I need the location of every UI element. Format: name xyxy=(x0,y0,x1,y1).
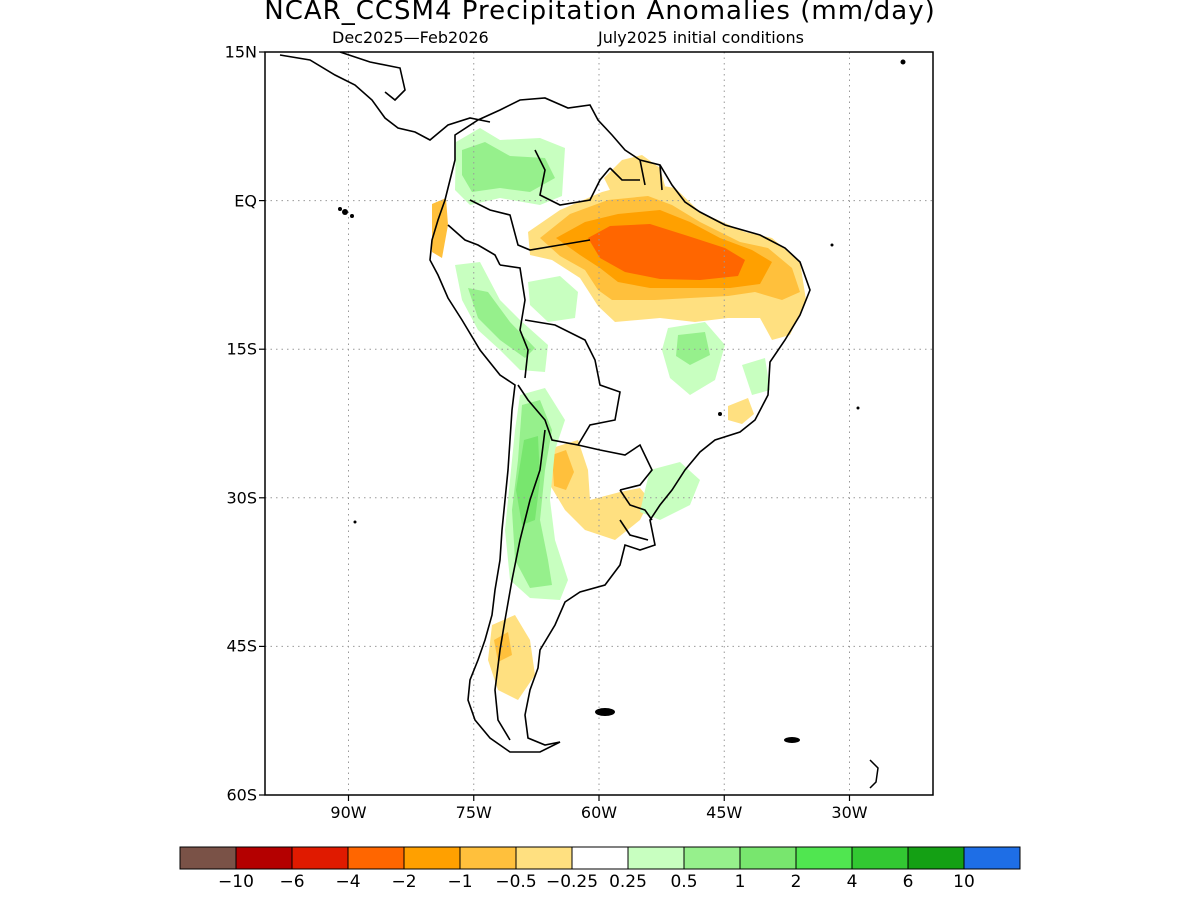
colorbar-label: −1 xyxy=(447,872,473,892)
colorbar-swatch xyxy=(179,846,237,870)
colorbar-label: −10 xyxy=(218,872,254,892)
wet-anomaly-amazon-west xyxy=(528,276,578,322)
colorbar-label: 10 xyxy=(953,872,975,892)
wet-anomaly-east-brazil xyxy=(742,358,770,395)
wet-anomaly-central-brazil-core xyxy=(676,332,710,365)
central-america-coast-north xyxy=(339,52,406,102)
colorbar-swatch xyxy=(235,846,293,870)
lon-label: 75W xyxy=(455,803,492,822)
anomaly-shading xyxy=(432,128,806,700)
graticule xyxy=(265,52,933,795)
peru-border xyxy=(499,264,529,379)
paraguay-border xyxy=(577,443,653,491)
colorbar-label: 4 xyxy=(846,872,858,892)
lat-label: 15S xyxy=(226,339,257,359)
lon-label: 90W xyxy=(330,803,367,822)
islands xyxy=(338,59,906,789)
dry-anomaly-chaco-core xyxy=(552,450,574,490)
ecuador-border xyxy=(447,224,501,266)
venezuela-border xyxy=(534,149,611,206)
wet-anomaly-colombia-core xyxy=(462,142,555,192)
lon-label: 45W xyxy=(706,803,743,822)
colorbar-swatch xyxy=(963,846,1021,870)
colorbar-swatch xyxy=(907,846,965,870)
lat-label: 15N xyxy=(224,42,257,62)
dry-anomaly-patagonia xyxy=(488,615,535,700)
colorbar-label: 1 xyxy=(734,872,746,892)
colorbar-label: 6 xyxy=(902,872,914,892)
colorbar-swatch xyxy=(627,846,685,870)
lat-label: 45S xyxy=(226,636,257,656)
lon-label: 60W xyxy=(580,803,618,822)
colorbar-label: −0.25 xyxy=(545,872,599,892)
colorbar-label: −6 xyxy=(279,872,305,892)
wet-anomaly-southeast xyxy=(640,462,700,520)
colorbar-swatch xyxy=(291,846,349,870)
dry-anomaly-light-north xyxy=(604,155,665,194)
colorbar-label: 0.25 xyxy=(609,872,647,892)
argentina-brazil-border xyxy=(619,489,653,521)
wet-anomaly-andes-core xyxy=(516,436,540,525)
colorbar-label: 0.5 xyxy=(670,872,698,892)
colorbar-swatch xyxy=(515,846,573,870)
south-america-coast xyxy=(429,97,811,753)
forecast-period: Dec2025—Feb2026 xyxy=(332,28,489,47)
colorbar-label: 2 xyxy=(790,872,802,892)
colombia-border xyxy=(469,199,591,251)
colorbar-swatch xyxy=(403,846,461,870)
colorbar-swatch xyxy=(571,846,629,870)
dry-anomaly-patagonia-core xyxy=(494,632,512,662)
guyana-borders xyxy=(609,159,663,191)
colorbar-swatch xyxy=(795,846,853,870)
colorbar-label: −0.5 xyxy=(495,872,537,892)
chile-argentina-border xyxy=(494,429,546,741)
coastlines xyxy=(279,52,811,753)
dry-anomaly-core xyxy=(588,224,745,280)
lat-label: 30S xyxy=(226,488,257,508)
axis-ticks xyxy=(259,51,851,801)
wet-anomaly-peru-core xyxy=(468,288,535,358)
central-america-coast xyxy=(279,54,491,141)
initial-conditions: July2025 initial conditions xyxy=(598,28,804,47)
colorbar-swatch xyxy=(851,846,909,870)
colorbar-label: −4 xyxy=(335,872,361,892)
lon-label: 30W xyxy=(831,803,868,822)
colorbar xyxy=(179,846,1021,870)
dry-anomaly-chaco xyxy=(550,440,650,540)
colorbar-swatch xyxy=(347,846,405,870)
lat-label: EQ xyxy=(234,191,257,211)
colorbar-swatch xyxy=(683,846,741,870)
dry-anomaly-nordeste xyxy=(728,398,754,424)
lat-label: 60S xyxy=(226,785,257,805)
colorbar-swatch xyxy=(739,846,797,870)
dry-anomaly-ecuador xyxy=(432,198,448,258)
colorbar-swatch xyxy=(459,846,517,870)
bolivia-border xyxy=(517,319,621,446)
uruguay-border xyxy=(619,519,649,541)
colorbar-label: −2 xyxy=(391,872,417,892)
chart-title: NCAR_CCSM4 Precipitation Anomalies (mm/d… xyxy=(264,0,936,26)
